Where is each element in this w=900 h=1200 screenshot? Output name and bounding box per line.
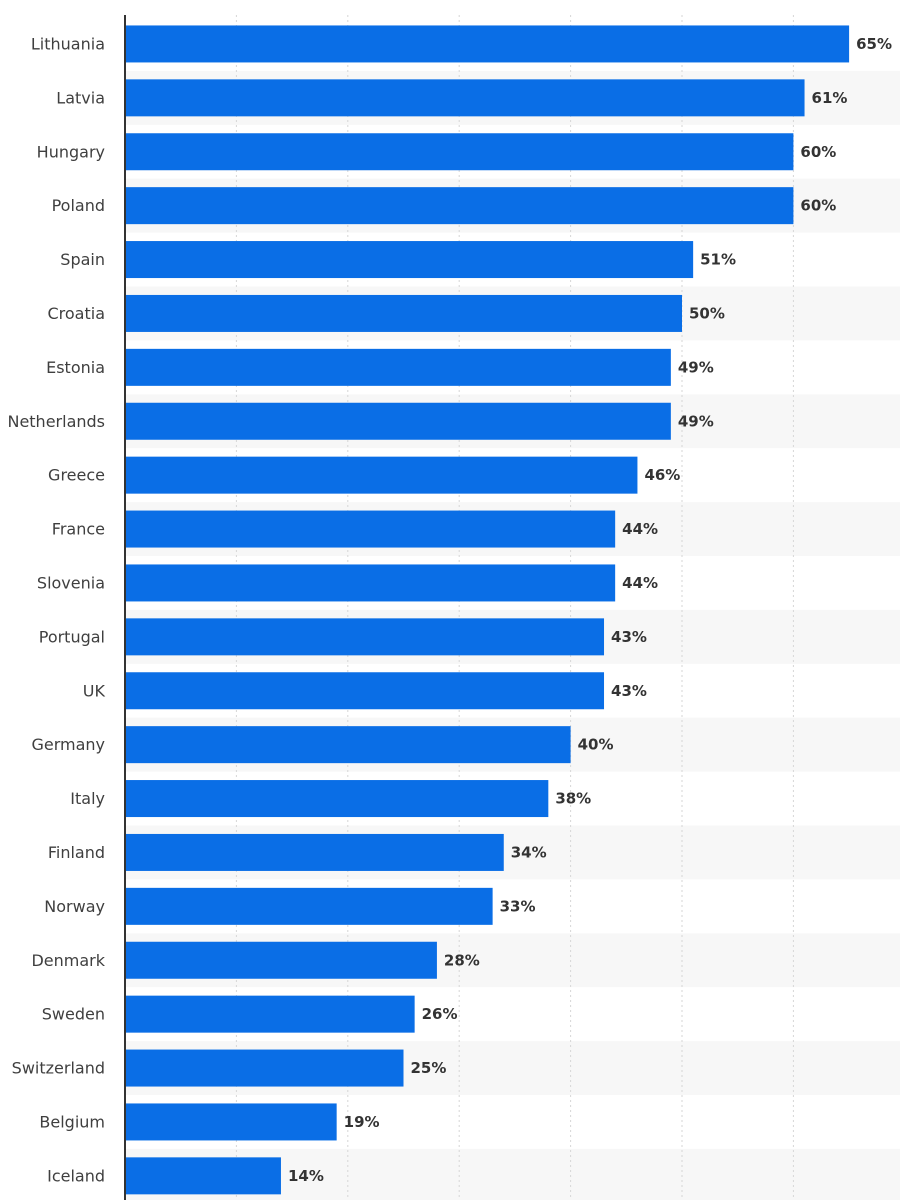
category-label-poland: Poland — [52, 196, 105, 215]
value-label-poland: 60% — [800, 197, 836, 215]
bar-latvia — [125, 79, 805, 117]
value-label-belgium: 19% — [344, 1113, 380, 1131]
bar-belgium — [125, 1103, 337, 1141]
category-label-germany: Germany — [31, 735, 105, 754]
category-labels: Lithuania Latvia Hungary Poland Spain Croatia… — [7, 34, 105, 1185]
bar-finland — [125, 833, 504, 871]
category-label-latvia: Latvia — [56, 88, 105, 107]
bar-uk — [125, 672, 605, 710]
bar-france — [125, 510, 616, 548]
value-label-lithuania: 65% — [856, 35, 892, 53]
bar-iceland — [125, 1157, 281, 1195]
category-label-portugal: Portugal — [39, 627, 105, 646]
bar-poland — [125, 187, 794, 225]
category-label-estonia: Estonia — [46, 358, 105, 377]
category-label-netherlands: Netherlands — [7, 412, 105, 431]
value-label-denmark: 28% — [444, 951, 480, 969]
category-label-spain: Spain — [60, 250, 105, 269]
category-label-iceland: Iceland — [47, 1166, 105, 1185]
bar-sweden — [125, 995, 415, 1033]
category-label-switzerland: Switzerland — [12, 1059, 105, 1078]
category-label-slovenia: Slovenia — [37, 573, 105, 592]
category-label-sweden: Sweden — [42, 1005, 105, 1024]
value-label-iceland: 14% — [288, 1167, 324, 1185]
bar-lithuania — [125, 25, 850, 63]
bar-norway — [125, 887, 493, 925]
value-label-switzerland: 25% — [411, 1059, 447, 1077]
category-label-norway: Norway — [44, 897, 105, 916]
bar-hungary — [125, 133, 794, 171]
bars — [125, 25, 850, 1195]
bar-netherlands — [125, 402, 671, 440]
value-label-germany: 40% — [578, 736, 614, 754]
category-label-uk: UK — [83, 681, 106, 700]
category-label-denmark: Denmark — [31, 951, 105, 970]
value-label-greece: 46% — [644, 466, 680, 484]
value-label-norway: 33% — [500, 897, 536, 915]
bar-germany — [125, 726, 571, 764]
value-label-croatia: 50% — [689, 304, 725, 322]
value-label-portugal: 43% — [611, 628, 647, 646]
category-label-finland: Finland — [48, 843, 105, 862]
bar-spain — [125, 241, 694, 279]
value-label-netherlands: 49% — [678, 412, 714, 430]
value-label-uk: 43% — [611, 682, 647, 700]
category-label-croatia: Croatia — [47, 304, 105, 323]
bar-switzerland — [125, 1049, 404, 1087]
value-label-spain: 51% — [700, 251, 736, 269]
category-label-italy: Italy — [70, 789, 105, 808]
bar-italy — [125, 780, 549, 818]
bar-portugal — [125, 618, 605, 656]
bar-estonia — [125, 348, 671, 386]
value-label-sweden: 26% — [422, 1005, 458, 1023]
value-label-finland: 34% — [511, 843, 547, 861]
bar-croatia — [125, 294, 682, 332]
value-labels: 65% 61% 60% 60% 51% 50% 49% 49% 46% 44% 44% 43% 43% 4… — [288, 35, 892, 1185]
bar-denmark — [125, 941, 437, 979]
value-label-estonia: 49% — [678, 358, 714, 376]
category-label-belgium: Belgium — [39, 1112, 105, 1131]
bar-slovenia — [125, 564, 616, 602]
category-label-france: France — [52, 520, 105, 539]
category-label-lithuania: Lithuania — [31, 34, 105, 53]
category-label-greece: Greece — [48, 466, 105, 485]
value-label-hungary: 60% — [800, 143, 836, 161]
value-label-latvia: 61% — [812, 89, 848, 107]
bar-greece — [125, 456, 638, 494]
value-label-france: 44% — [622, 520, 658, 538]
category-label-hungary: Hungary — [37, 142, 105, 161]
value-label-italy: 38% — [555, 790, 591, 808]
value-label-slovenia: 44% — [622, 574, 658, 592]
